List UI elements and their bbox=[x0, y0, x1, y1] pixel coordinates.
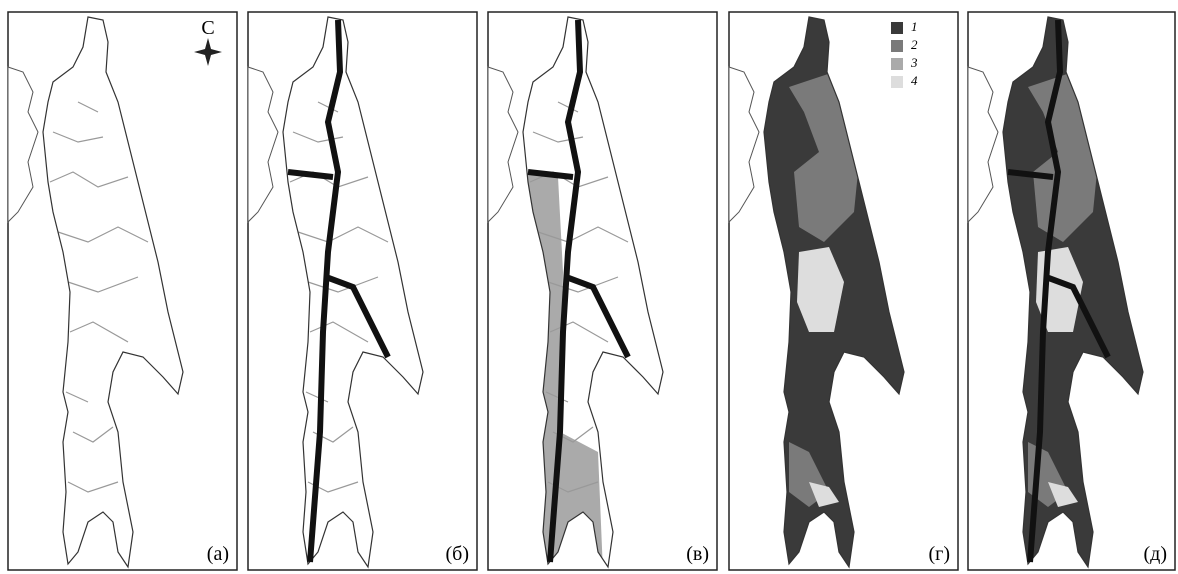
map-panel: (б) bbox=[248, 12, 477, 570]
figure: (а) С (б) (в) (г) 1 2 3 4 (д) bbox=[0, 0, 1178, 574]
panel-label: (в) bbox=[686, 543, 709, 565]
legend-label: 1 bbox=[911, 19, 918, 34]
panel-label: (б) bbox=[446, 543, 470, 565]
legend-swatch bbox=[891, 58, 903, 70]
legend-swatch bbox=[891, 40, 903, 52]
panel-label: (а) bbox=[207, 543, 229, 565]
legend-swatch bbox=[891, 22, 903, 34]
panel-label: (д) bbox=[1144, 543, 1168, 565]
map-panel: (в) bbox=[488, 12, 717, 572]
panel-label: (г) bbox=[928, 543, 950, 565]
legend-swatch bbox=[891, 76, 903, 88]
map-panel: (д) bbox=[968, 12, 1175, 570]
legend-label: 3 bbox=[910, 55, 918, 70]
legend-label: 2 bbox=[911, 37, 918, 52]
map-panel: (г) 1 2 3 4 bbox=[729, 12, 958, 570]
map-panel: (а) С bbox=[8, 12, 237, 570]
north-label: С bbox=[201, 17, 214, 39]
legend-label: 4 bbox=[911, 73, 918, 88]
